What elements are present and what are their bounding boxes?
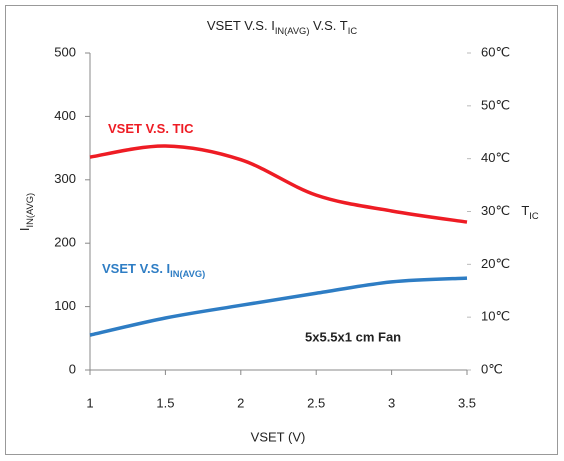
text-part: V.S. T (309, 18, 347, 33)
text-part: IN(AVG) (170, 269, 205, 279)
y2-tick-label: 40℃ (481, 150, 510, 165)
y-tick-label: 0 (69, 361, 76, 376)
text-part: VSET V.S. I (102, 261, 170, 276)
y2-axis-label: TIC (521, 203, 539, 221)
annotation: 5x5.5x1 cm Fan (305, 329, 401, 344)
chart-frame (5, 5, 558, 455)
series-label: VSET V.S. TIC (108, 121, 194, 136)
text-part: IN(AVG) (275, 26, 310, 36)
y-tick-label: 200 (54, 235, 76, 250)
text-part: IC (348, 26, 358, 36)
x-tick-label: 2 (237, 395, 244, 410)
x-axis-label: VSET (V) (251, 429, 306, 444)
y-tick-label: 300 (54, 171, 76, 186)
chart-title: VSET V.S. IIN(AVG) V.S. TIC (207, 18, 357, 36)
series-label: VSET V.S. IIN(AVG) (102, 261, 205, 279)
x-tick-label: 1.5 (156, 395, 174, 410)
y2-tick-label: 50℃ (481, 97, 510, 112)
x-tick-label: 3.5 (458, 395, 476, 410)
text-part: IC (529, 211, 539, 221)
text-part: VSET V.S. I (207, 18, 275, 33)
y-tick-label: 400 (54, 108, 76, 123)
x-tick-label: 1 (86, 395, 93, 410)
y-tick-label: 100 (54, 298, 76, 313)
x-tick-label: 2.5 (307, 395, 325, 410)
y2-tick-label: 60℃ (481, 44, 510, 59)
y2-tick-label: 30℃ (481, 203, 510, 218)
series-line (89, 276, 468, 337)
text-part: T (521, 203, 529, 218)
text-part: VSET V.S. TIC (108, 121, 194, 136)
y2-tick-label: 20℃ (481, 256, 510, 271)
text-part: I (17, 227, 32, 231)
y-tick-label: 500 (54, 44, 76, 59)
y2-tick-label: 0℃ (481, 361, 503, 376)
y-axis-label: IIN(AVG) (17, 193, 35, 231)
x-tick-label: 3 (388, 395, 395, 410)
series-line (89, 144, 468, 224)
text-part: IN(AVG) (25, 193, 35, 228)
y2-tick-label: 10℃ (481, 309, 510, 324)
